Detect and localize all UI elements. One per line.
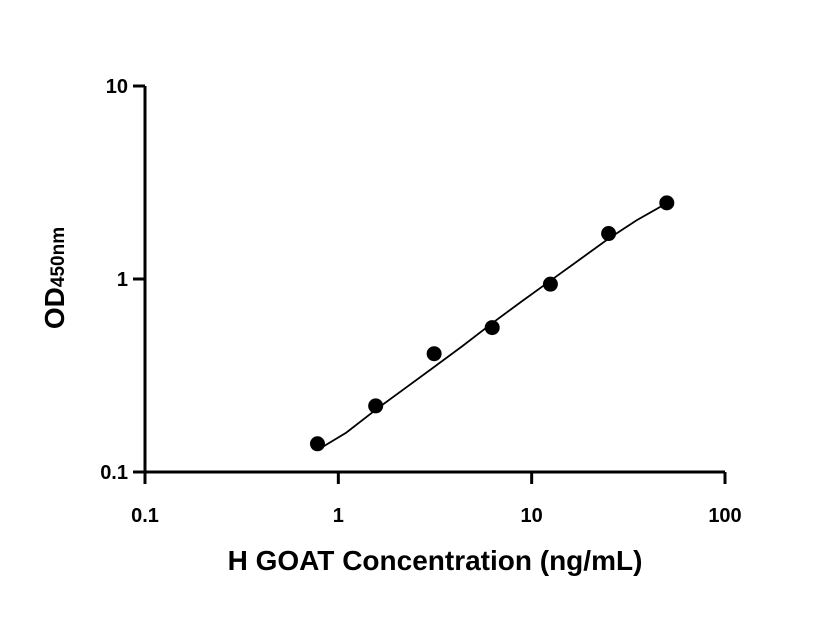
- x-axis-ticks: 0.1 1 10 100: [131, 472, 742, 527]
- axes: 0.1 1 10 100 0.1 1 10: [100, 76, 742, 527]
- y-axis-title-main: OD: [39, 287, 70, 329]
- data-point: [309, 436, 325, 452]
- y-tick-label: 10: [106, 76, 128, 98]
- x-tick-label: 0.1: [131, 505, 159, 527]
- y-axis-ticks: 0.1 1 10: [100, 76, 145, 484]
- x-tick-label: 10: [521, 505, 543, 527]
- data-point: [659, 195, 675, 211]
- data-points: [309, 195, 675, 452]
- x-tick-label: 100: [708, 505, 741, 527]
- y-tick-label: 0.1: [100, 462, 128, 484]
- data-point: [426, 346, 442, 362]
- data-point: [368, 398, 384, 414]
- y-axis-title-subscript: 450nm: [48, 227, 69, 287]
- plot-area: [309, 195, 675, 452]
- y-tick-label: 1: [117, 269, 128, 291]
- x-tick-label: 1: [333, 505, 344, 527]
- data-point: [484, 320, 500, 336]
- data-point: [542, 276, 558, 292]
- data-point: [601, 226, 617, 242]
- y-axis-title: OD450nm: [39, 227, 70, 329]
- x-axis-title: H GOAT Concentration (ng/mL): [228, 545, 643, 576]
